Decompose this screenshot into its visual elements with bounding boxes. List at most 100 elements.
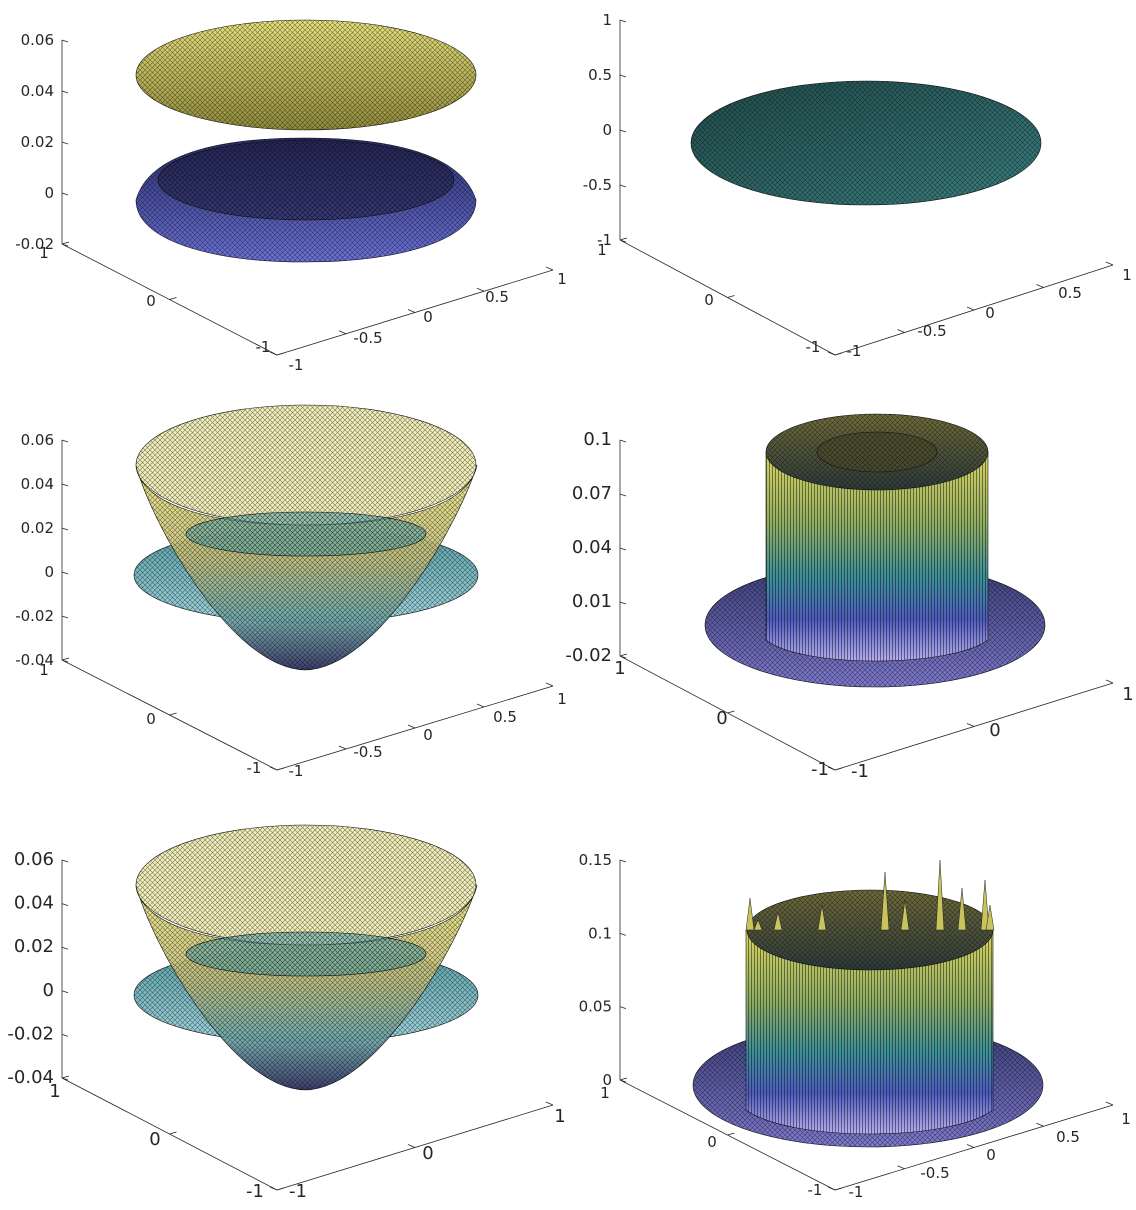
z-tick xyxy=(619,859,627,863)
y-tick xyxy=(169,712,177,716)
rim-spike xyxy=(745,897,755,931)
y-tick-label: 0 xyxy=(149,1129,160,1150)
z-tick-label: 0.07 xyxy=(572,483,612,504)
x-tick-label: -0.5 xyxy=(353,743,382,761)
z-tick-label: 0.15 xyxy=(579,851,612,869)
panel-top-left: 0.06 0.04 0.02 0 -0.02 -1 -0.5 0 0.5 1 -1 0 1 xyxy=(15,19,567,374)
surface-top-disk-mesh xyxy=(136,20,476,130)
x-tick xyxy=(407,724,416,729)
x-tick xyxy=(407,309,416,313)
z-tick-label: 0 xyxy=(602,1071,612,1089)
dome-inner-mesh xyxy=(158,140,454,220)
x-tick xyxy=(269,351,278,356)
x-tick-label: 0 xyxy=(985,304,995,322)
x-tick-label: 1 xyxy=(1122,684,1133,705)
x-tick-label: 1 xyxy=(557,690,567,708)
x-tick-label: 1 xyxy=(1122,266,1132,284)
y-tick-label: -1 xyxy=(247,759,262,777)
rim-spike xyxy=(773,911,783,931)
z-tick-label: 0.06 xyxy=(14,849,54,870)
x-tick-label: -1 xyxy=(851,761,869,782)
x-tick xyxy=(545,1101,554,1106)
y-tick-label: 0 xyxy=(704,291,714,309)
z-tick xyxy=(61,90,69,94)
z-tick xyxy=(61,946,69,950)
rim-spike xyxy=(880,871,890,931)
x-tick-label: 0.5 xyxy=(1056,1128,1080,1146)
rim-spike xyxy=(900,899,910,931)
surface-bowl-mesh xyxy=(136,885,477,1090)
z-tick-label: 1 xyxy=(602,11,612,29)
y-tick xyxy=(834,767,843,771)
x-tick-label: 1 xyxy=(554,1106,565,1127)
bowl-rim-mesh xyxy=(136,825,476,945)
z-tick xyxy=(61,192,69,196)
x-tick-label: -1 xyxy=(847,342,862,360)
z-tick xyxy=(61,990,69,994)
x-tick-label: 1 xyxy=(557,270,567,288)
z-tick xyxy=(61,859,69,863)
rim-spike xyxy=(817,904,827,931)
z-tick xyxy=(61,141,69,145)
x-tick-label: 1 xyxy=(1121,1110,1131,1128)
x-tick-label: 0 xyxy=(422,1143,433,1164)
z-tick-label: 0.5 xyxy=(588,66,612,84)
z-tick-label: 0.06 xyxy=(21,431,54,449)
z-tick xyxy=(619,547,627,551)
rim-spike xyxy=(980,879,990,931)
y-tick-label: -1 xyxy=(806,338,821,356)
x-tick xyxy=(897,1165,905,1170)
z-tick-label: 0.01 xyxy=(572,591,612,612)
y-tick xyxy=(276,767,285,771)
z-tick xyxy=(619,74,627,78)
z-tick xyxy=(619,932,627,936)
x-tick xyxy=(1105,261,1114,266)
y-tick-label: 1 xyxy=(600,1084,610,1102)
y-tick xyxy=(727,1132,735,1136)
panel-middle-left: 0.06 0.04 0.02 0 -0.02 -0.04 -1 -0.5 0 0.5 1 -1 0 1 xyxy=(15,404,567,780)
y-tick-label: -1 xyxy=(256,338,271,356)
z-tick-label: -0.04 xyxy=(15,651,54,669)
panel-top-right: 10.50-0.5-1-1-0.500.51-101 xyxy=(583,11,1132,360)
x-tick xyxy=(966,723,975,727)
y-tick-label: 0 xyxy=(716,708,727,729)
x-tick xyxy=(545,266,554,271)
x-tick-label: 0.5 xyxy=(493,708,517,726)
z-tick xyxy=(61,1034,69,1037)
x-tick xyxy=(966,306,975,311)
rim-spike xyxy=(985,904,995,931)
x-tick xyxy=(827,351,836,356)
y-tick-label: 1 xyxy=(49,1081,60,1102)
x-tick xyxy=(269,766,278,771)
z-tick xyxy=(619,129,627,133)
z-tick xyxy=(61,615,69,619)
z-tick xyxy=(619,1079,627,1083)
z-tick-label: 0 xyxy=(43,980,54,1001)
cylinder-hole-mesh xyxy=(817,432,937,472)
z-tick-label: 0.04 xyxy=(21,475,54,493)
y-tick xyxy=(619,237,628,241)
x-tick-label: 0.5 xyxy=(1058,284,1082,302)
panel-bottom-right: 0.150.10.050-1-0.500.51-101 xyxy=(579,851,1131,1201)
x-tick-label: 0 xyxy=(989,720,1000,741)
z-tick xyxy=(619,19,627,23)
cylinder-mesh xyxy=(766,452,988,661)
cylinder-top-mesh xyxy=(747,890,993,970)
z-tick-label: 0.1 xyxy=(588,924,612,942)
x-tick xyxy=(407,1144,416,1148)
z-tick-label: 0.04 xyxy=(14,893,54,914)
y-tick xyxy=(834,352,843,356)
x-tick xyxy=(827,766,836,771)
z-tick-label: 0.02 xyxy=(21,133,54,151)
y-tick-label: 1 xyxy=(39,661,49,679)
inner-level-mesh xyxy=(186,932,426,976)
rim-spike xyxy=(957,887,967,931)
y-tick xyxy=(619,653,628,657)
y-tick-label: 1 xyxy=(39,244,49,262)
z-tick xyxy=(619,1006,627,1010)
z-tick xyxy=(619,184,627,188)
x-tick-label: 0 xyxy=(423,726,433,744)
x-tick xyxy=(338,330,347,335)
y-tick xyxy=(61,657,70,661)
